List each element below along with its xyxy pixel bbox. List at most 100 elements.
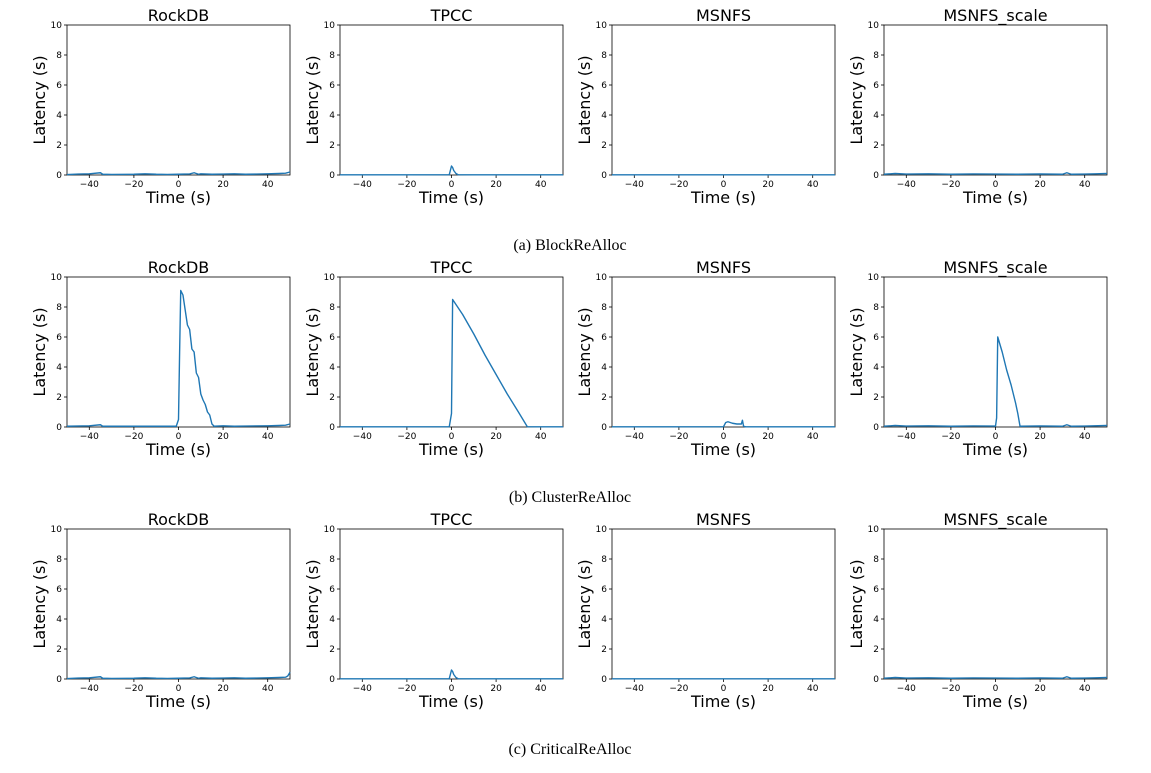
y-tick-label: 0: [873, 675, 879, 685]
y-tick-label: 0: [873, 171, 879, 181]
y-tick-label: 6: [873, 81, 879, 91]
y-tick-label: 8: [873, 51, 879, 61]
x-tick-label: 20: [1034, 684, 1046, 694]
x-axis-label: Time (s): [690, 440, 756, 459]
y-axis-label: Latency (s): [303, 55, 322, 144]
subfigure-caption: (c) CriticalReAlloc: [508, 741, 631, 758]
y-tick-label: 4: [56, 111, 62, 121]
y-tick-label: 2: [601, 141, 607, 151]
panel-msnfs-scale-row-1: −40 −20 0 20 40 0 2 4 6 8 10 MSNFS_scale Time (s) Lat…: [847, 6, 1108, 207]
y-tick-label: 0: [56, 171, 62, 181]
y-tick-label: 8: [56, 303, 62, 313]
x-tick-label: −20: [669, 684, 688, 694]
x-tick-label: 40: [535, 180, 547, 190]
panel-title: MSNFS_scale: [943, 510, 1047, 530]
y-tick-label: 4: [329, 111, 335, 121]
x-tick-label: 40: [1079, 432, 1091, 442]
y-tick-label: 0: [56, 675, 62, 685]
y-tick-label: 4: [601, 111, 607, 121]
latency-series-line: [883, 336, 1108, 427]
x-tick-label: 20: [1034, 432, 1046, 442]
x-axis-label: Time (s): [418, 692, 484, 711]
x-tick-label: −40: [625, 684, 644, 694]
panel-title: RockDB: [148, 258, 210, 277]
y-tick-label: 0: [56, 423, 62, 433]
y-tick-label: 2: [873, 645, 879, 655]
x-tick-label: 40: [1079, 684, 1091, 694]
plot-frame: [611, 276, 836, 428]
y-tick-label: 8: [329, 51, 335, 61]
x-tick-label: −40: [353, 432, 372, 442]
figure-row-2: −40 −20 0 20 40 0 2 4 6 8 10 RockDB Time (s) Latency …: [30, 258, 1108, 506]
y-tick-label: 4: [329, 363, 335, 373]
y-tick-label: 10: [868, 21, 880, 31]
y-tick-label: 0: [329, 423, 335, 433]
x-tick-label: 20: [762, 432, 774, 442]
x-tick-label: 40: [262, 684, 274, 694]
panel-msnfs-row-2: −40 −20 0 20 40 0 2 4 6 8 10 MSNFS Time (s) Latency (…: [575, 258, 836, 459]
x-tick-label: −40: [897, 684, 916, 694]
y-tick-label: 10: [596, 21, 608, 31]
x-tick-label: −20: [669, 180, 688, 190]
y-tick-label: 2: [329, 141, 335, 151]
x-tick-label: −40: [625, 180, 644, 190]
x-tick-label: −20: [941, 432, 960, 442]
y-tick-label: 10: [324, 21, 336, 31]
x-tick-label: −40: [80, 432, 99, 442]
y-tick-label: 8: [329, 303, 335, 313]
x-tick-label: 0: [993, 432, 999, 442]
y-tick-label: 10: [868, 273, 880, 283]
y-tick-label: 10: [51, 525, 63, 535]
subfigure-caption: (b) ClusterReAlloc: [509, 489, 631, 506]
panel-msnfs-row-1: −40 −20 0 20 40 0 2 4 6 8 10 MSNFS Time (s) Latency (…: [575, 6, 836, 207]
y-tick-label: 2: [56, 141, 62, 151]
plot-frame: [883, 276, 1108, 428]
panel-title: MSNFS: [696, 510, 751, 529]
latency-series-line: [66, 171, 291, 176]
plot-frame: [66, 24, 291, 176]
plot-frame: [883, 528, 1108, 680]
y-tick-label: 8: [601, 51, 607, 61]
y-tick-label: 2: [601, 645, 607, 655]
x-axis-label: Time (s): [962, 440, 1028, 459]
x-tick-label: 0: [993, 684, 999, 694]
x-tick-label: −40: [625, 432, 644, 442]
y-tick-label: 6: [601, 81, 607, 91]
y-tick-label: 0: [329, 675, 335, 685]
latency-series-line: [66, 671, 291, 680]
y-tick-label: 10: [596, 525, 608, 535]
x-tick-label: −20: [124, 432, 143, 442]
x-axis-label: Time (s): [418, 440, 484, 459]
y-tick-label: 2: [56, 645, 62, 655]
panel-tpcc-row-3: −40 −20 0 20 40 0 2 4 6 8 10 TPCC Time (s) Latency (s…: [303, 510, 564, 711]
y-axis-label: Latency (s): [847, 55, 866, 144]
y-tick-label: 8: [56, 51, 62, 61]
y-tick-label: 6: [601, 585, 607, 595]
panel-title: TPCC: [430, 510, 473, 529]
x-axis-label: Time (s): [962, 692, 1028, 711]
y-tick-label: 4: [601, 615, 607, 625]
x-tick-label: −20: [669, 432, 688, 442]
y-tick-label: 6: [873, 585, 879, 595]
y-tick-label: 4: [56, 615, 62, 625]
y-tick-label: 6: [329, 333, 335, 343]
plot-frame: [66, 528, 291, 680]
x-tick-label: −20: [397, 180, 416, 190]
y-tick-label: 4: [329, 615, 335, 625]
x-tick-label: 0: [449, 432, 455, 442]
y-tick-label: 2: [601, 393, 607, 403]
x-tick-label: 0: [721, 432, 727, 442]
x-tick-label: 20: [490, 432, 502, 442]
panel-title: MSNFS: [696, 6, 751, 25]
panel-tpcc-row-2: −40 −20 0 20 40 0 2 4 6 8 10 TPCC Time (s) Latency (s…: [303, 258, 564, 459]
panel-title: RockDB: [148, 6, 210, 25]
y-tick-label: 6: [56, 81, 62, 91]
y-tick-label: 10: [51, 21, 63, 31]
plot-frame: [611, 24, 836, 176]
y-axis-label: Latency (s): [575, 307, 594, 396]
panel-title: RockDB: [148, 510, 210, 529]
panel-msnfs-scale-row-3: −40 −20 0 20 40 0 2 4 6 8 10 MSNFS_scale Time (s) Lat…: [847, 510, 1108, 711]
plot-frame: [883, 24, 1108, 176]
